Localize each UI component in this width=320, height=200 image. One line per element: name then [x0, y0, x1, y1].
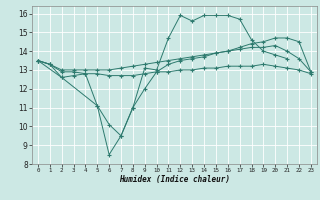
X-axis label: Humidex (Indice chaleur): Humidex (Indice chaleur) — [119, 175, 230, 184]
